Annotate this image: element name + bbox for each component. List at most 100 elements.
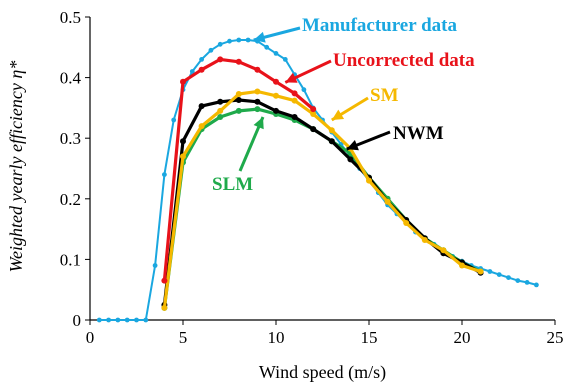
data-point-nwm <box>254 98 261 105</box>
y-tick-label: 0.2 <box>60 190 81 209</box>
data-point-manufacturer-data <box>124 317 130 323</box>
data-point-sm <box>198 123 205 130</box>
annotation-slm: SLM <box>212 116 265 195</box>
annotation-arrowhead <box>285 72 298 83</box>
data-point-sm <box>459 262 465 269</box>
data-point-manufacturer-data <box>496 272 502 277</box>
data-point-slm <box>217 114 224 120</box>
data-point-uncorrected-data <box>273 78 279 85</box>
annotation-label-manufacturer-data: Manufacturer data <box>302 15 457 36</box>
series-uncorrected-data <box>161 56 317 284</box>
x-tick-label: 25 <box>547 328 564 347</box>
annotation-label-nwm: NWM <box>393 123 444 144</box>
data-point-uncorrected-data <box>198 66 205 73</box>
data-point-nwm <box>198 103 205 110</box>
data-point-sm <box>273 92 279 99</box>
data-point-manufacturer-data <box>106 317 111 323</box>
data-point-sm <box>403 220 410 226</box>
data-point-manufacturer-data <box>171 117 177 123</box>
annotation-label-sm: SM <box>370 85 399 106</box>
data-point-manufacturer-data <box>227 38 232 44</box>
series-line-sm <box>162 89 482 309</box>
annotation-nwm: NWM <box>346 123 444 151</box>
x-tick-label: 0 <box>86 328 95 347</box>
data-point-uncorrected-data <box>310 106 317 113</box>
x-tick-label: 5 <box>179 328 188 347</box>
x-tick-label: 15 <box>361 328 378 347</box>
y-tick-label: 0 <box>73 311 82 330</box>
data-point-nwm <box>235 97 242 103</box>
data-point-sm <box>421 237 428 243</box>
data-point-nwm <box>180 138 186 145</box>
annotation-layer: Manufacturer data Uncorrected data SM NWM SL… <box>212 15 475 195</box>
data-point-sm <box>254 88 261 95</box>
data-point-sm <box>180 153 186 160</box>
data-point-manufacturer-data <box>189 69 195 74</box>
x-tick-label: 20 <box>454 328 471 347</box>
annotation-uncorrected-data: Uncorrected data <box>284 50 475 84</box>
data-point-nwm <box>273 107 279 114</box>
data-point-manufacturer-data <box>96 317 102 323</box>
data-point-sm <box>310 111 317 117</box>
annotation-sm: SM <box>331 85 399 122</box>
data-point-nwm <box>347 156 354 163</box>
data-point-manufacturer-data <box>134 317 139 323</box>
data-point-manufacturer-data <box>524 280 530 285</box>
annotation-arrowhead <box>346 140 359 151</box>
x-tick-label: 10 <box>268 328 285 347</box>
y-tick-label: 0.1 <box>60 250 81 269</box>
data-point-nwm <box>328 138 335 145</box>
annotation-arrowhead <box>253 117 264 130</box>
data-point-sm <box>328 127 335 134</box>
data-point-manufacturer-data <box>515 278 521 283</box>
y-tick-label: 0.4 <box>60 69 82 88</box>
annotation-arrowhead <box>253 31 266 43</box>
data-point-nwm <box>217 98 224 105</box>
data-point-manufacturer-data <box>264 44 270 50</box>
annotation-label-uncorrected-data: Uncorrected data <box>333 50 475 71</box>
data-point-manufacturer-data <box>162 172 167 178</box>
axes: 0 5 10 15 20 25 0 0.1 0.2 0.3 0.4 0.5 <box>60 8 564 347</box>
data-point-sm <box>366 177 372 184</box>
data-point-uncorrected-data <box>254 66 261 73</box>
data-point-uncorrected-data <box>161 277 168 284</box>
series-sm <box>161 88 484 311</box>
x-axis-title: Wind speed (m/s) <box>259 362 386 383</box>
data-point-uncorrected-data <box>217 56 224 63</box>
data-point-manufacturer-data <box>273 51 279 56</box>
data-point-uncorrected-data <box>291 90 298 97</box>
data-point-sm <box>440 247 447 254</box>
data-point-sm <box>235 91 242 97</box>
data-point-manufacturer-data <box>199 57 205 62</box>
series-layer <box>96 37 539 323</box>
annotation-manufacturer-data: Manufacturer data <box>253 15 457 43</box>
data-point-manufacturer-data <box>487 269 493 274</box>
data-point-manufacturer-data <box>534 282 539 288</box>
data-point-uncorrected-data <box>180 78 186 85</box>
data-point-uncorrected-data <box>235 58 242 65</box>
data-point-sm <box>291 97 298 104</box>
y-tick-label: 0.3 <box>60 129 81 148</box>
data-point-manufacturer-data <box>217 41 223 47</box>
data-point-manufacturer-data <box>152 263 158 268</box>
data-point-manufacturer-data <box>245 37 251 43</box>
data-point-sm <box>217 107 224 114</box>
data-point-slm <box>235 107 242 114</box>
annotation-label-slm: SLM <box>212 174 253 195</box>
data-point-manufacturer-data <box>282 57 288 62</box>
data-point-manufacturer-data <box>143 317 149 323</box>
data-point-manufacturer-data <box>236 37 242 43</box>
data-point-sm <box>161 304 168 311</box>
data-point-manufacturer-data <box>115 317 121 323</box>
data-point-manufacturer-data <box>208 47 214 53</box>
data-point-slm <box>254 106 261 113</box>
y-tick-label: 0.5 <box>60 8 81 27</box>
annotation-arrowhead <box>331 109 345 120</box>
data-point-manufacturer-data <box>301 87 307 93</box>
data-point-nwm <box>310 126 317 133</box>
data-point-nwm <box>291 114 298 120</box>
y-axis-title: Weighted yearly efficiency η* <box>6 61 26 273</box>
data-point-manufacturer-data <box>506 275 511 280</box>
data-point-sm <box>384 198 391 205</box>
